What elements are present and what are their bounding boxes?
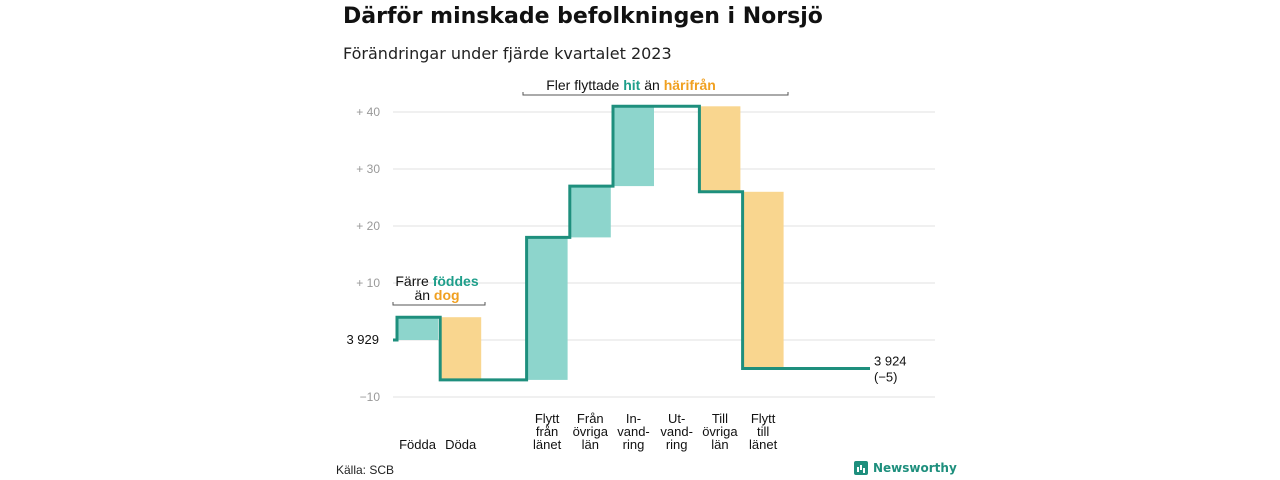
category-label: Döda (445, 437, 477, 452)
annotation-text: än dog (414, 287, 459, 303)
category-label: Ut-vand-ring (660, 411, 693, 452)
bar (526, 237, 568, 380)
annotation-text: Färre föddes (395, 273, 478, 289)
bar (397, 317, 438, 340)
baseline-label: 3 929 (346, 332, 379, 347)
end-change-label: (−5) (874, 370, 897, 385)
cumulative-step-line (393, 104, 870, 382)
source-note: Källa: SCB (336, 463, 395, 477)
brand-name: Newsworthy (873, 461, 957, 475)
newsworthy-logo-icon (854, 461, 868, 475)
bar (699, 106, 741, 192)
category-label: Till övriga län (702, 411, 738, 452)
y-tick-label: −10 (360, 390, 381, 404)
annotation-bracket (522, 92, 789, 96)
y-tick-label: + 10 (356, 276, 380, 290)
bar (742, 191, 784, 369)
category-label: Födda (399, 437, 437, 452)
annotation-bracket (392, 302, 486, 306)
chart-title: Därför minskade befolkningen i Norsjö (343, 4, 823, 29)
y-tick-label: + 40 (356, 105, 380, 119)
annotation-text: Fler flyttade hit än härifrån (546, 77, 716, 93)
brand-logo[interactable]: Newsworthy (854, 461, 957, 475)
bar (569, 186, 611, 238)
chart-subtitle: Förändringar under fjärde kvartalet 2023 (343, 44, 672, 63)
category-label: Flytt från länet (533, 411, 562, 452)
category-label: Från övriga län (573, 411, 609, 452)
category-label: Flytt till länet (749, 411, 778, 452)
y-tick-label: + 20 (356, 219, 380, 233)
y-tick-label: + 30 (356, 162, 380, 176)
end-value-label: 3 924 (874, 354, 907, 369)
bar (440, 317, 482, 380)
category-label: In-vand-ring (617, 411, 650, 452)
bar (613, 106, 654, 187)
